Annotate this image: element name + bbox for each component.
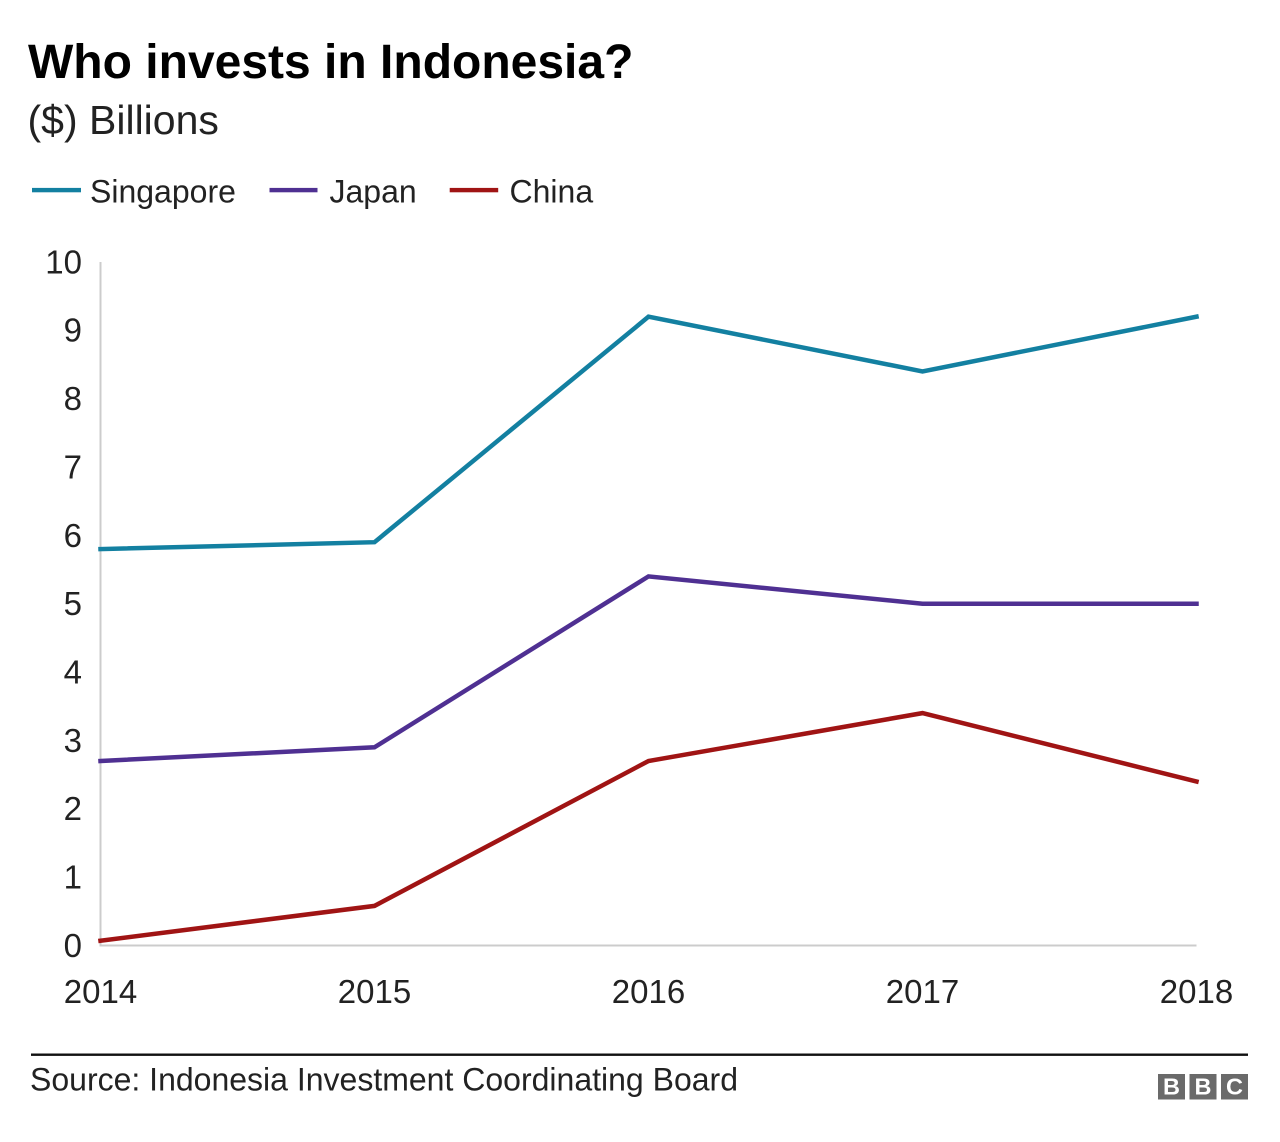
- svg-text:China: China: [510, 174, 594, 210]
- svg-text:Japan: Japan: [330, 174, 417, 210]
- svg-text:Source: Indonesia Investment C: Source: Indonesia Investment Coordinatin…: [30, 1062, 738, 1098]
- svg-text:B: B: [1163, 1073, 1180, 1099]
- svg-text:8: 8: [64, 380, 82, 417]
- svg-text:7: 7: [64, 448, 82, 485]
- svg-text:2017: 2017: [886, 973, 959, 1010]
- svg-text:6: 6: [64, 517, 82, 554]
- svg-text:($) Billions: ($) Billions: [28, 97, 219, 143]
- svg-text:C: C: [1226, 1073, 1243, 1099]
- svg-text:10: 10: [45, 243, 82, 280]
- svg-text:2: 2: [64, 790, 82, 827]
- svg-text:0: 0: [64, 927, 82, 964]
- svg-text:B: B: [1195, 1073, 1212, 1099]
- svg-text:2014: 2014: [64, 973, 137, 1010]
- svg-text:2015: 2015: [338, 973, 411, 1010]
- svg-text:2016: 2016: [612, 973, 685, 1010]
- svg-text:1: 1: [64, 859, 82, 896]
- svg-text:2018: 2018: [1160, 973, 1233, 1010]
- svg-text:Singapore: Singapore: [90, 174, 236, 210]
- svg-text:4: 4: [64, 653, 82, 690]
- svg-text:5: 5: [64, 585, 82, 622]
- svg-text:3: 3: [64, 722, 82, 759]
- svg-text:Who invests in Indonesia?: Who invests in Indonesia?: [28, 36, 633, 89]
- svg-text:9: 9: [64, 312, 82, 349]
